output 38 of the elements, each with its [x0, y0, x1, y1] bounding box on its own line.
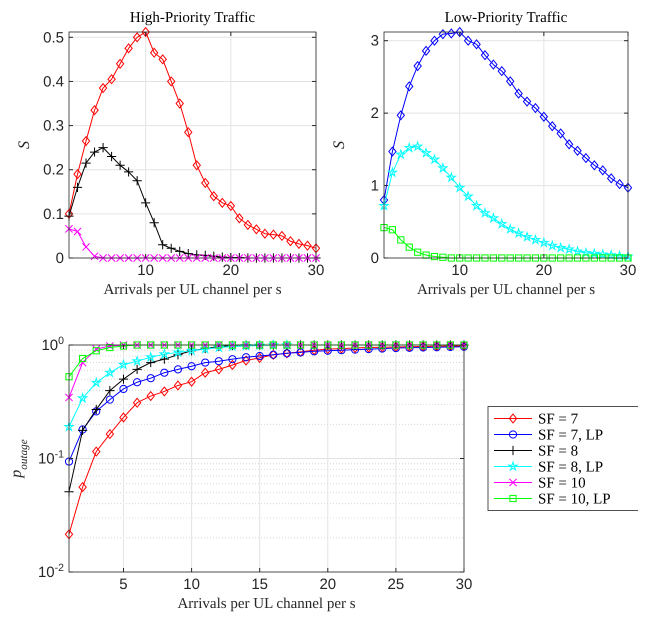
x-tick-label: 20 [319, 576, 336, 593]
y-tick-label: 2 [370, 105, 379, 122]
x-tick-label: 30 [456, 576, 472, 593]
legend-label: SF = 10, LP [538, 492, 611, 508]
y-tick-label: 10$^{-2}$ [38, 562, 64, 581]
x-tick-label: 20 [536, 262, 552, 279]
legend-label: SF = 7, LP [538, 428, 604, 444]
legend-label: SF = 10 [538, 476, 586, 492]
x-tick-label: 5 [119, 576, 128, 593]
chart-title: Low-Priority Traffic [444, 10, 568, 26]
x-tick-label: 30 [620, 262, 636, 279]
y-tick-label: 0 [370, 250, 379, 267]
y-tick-label: 0.3 [43, 118, 64, 135]
x-axis-title: Arrivals per UL channel per s [416, 282, 596, 298]
x-tick-label: 30 [308, 262, 324, 279]
x-tick-label: 10 [137, 262, 154, 279]
legend-label: SF = 8 [538, 444, 578, 460]
x-tick-label: 10 [183, 576, 200, 593]
legend-label: SF = 8, LP [538, 460, 604, 476]
x-tick-label: 25 [388, 576, 404, 593]
y-tick-label: 10$^{0}$ [41, 335, 64, 354]
legend-label: SF = 7 [538, 412, 579, 428]
chart-title: High-Priority Traffic [130, 10, 256, 26]
y-tick-label: 0.4 [43, 73, 64, 90]
y-axis-title: S [331, 141, 348, 149]
x-axis-title: Arrivals per UL channel per s [103, 282, 282, 298]
x-axis-title: Arrivals per UL channel per s [177, 596, 356, 612]
x-tick-label: 10 [451, 262, 468, 279]
y-tick-label: 1 [370, 178, 379, 195]
x-tick-label: 20 [222, 262, 240, 279]
y-tick-label: 0.1 [43, 206, 64, 223]
y-tick-label: 0.5 [43, 29, 64, 46]
x-tick-label: 15 [251, 576, 268, 593]
y-axis-title: S [16, 141, 33, 149]
y-tick-label: 0.2 [43, 162, 64, 179]
y-tick-label: 0 [56, 250, 64, 267]
y-tick-label: 3 [370, 32, 379, 50]
y-tick-label: 10$^{-1}$ [38, 448, 64, 468]
